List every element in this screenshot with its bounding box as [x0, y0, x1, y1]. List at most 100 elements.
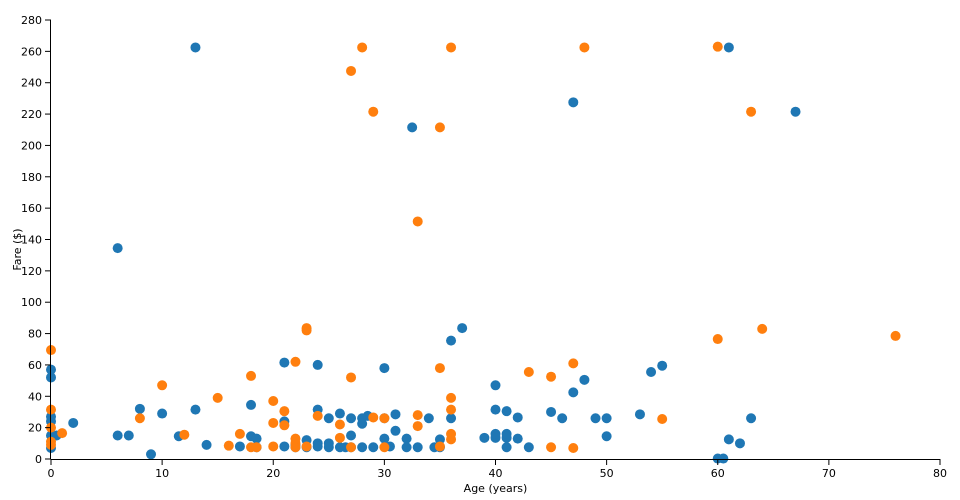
data-point: [579, 42, 590, 53]
data-point: [412, 421, 423, 432]
x-axis-ticks: 0 10 20 30 40 50 60 70 80: [48, 459, 947, 480]
data-point: [312, 359, 323, 370]
data-point: [123, 430, 134, 441]
data-point: [434, 441, 445, 452]
data-point: [407, 122, 418, 133]
data-point: [279, 406, 290, 417]
y-tick-label: 120: [21, 265, 42, 278]
y-tick-label: 60: [28, 359, 42, 372]
data-point: [346, 430, 357, 441]
data-point: [446, 392, 457, 403]
data-point: [251, 433, 262, 444]
data-point: [568, 97, 579, 108]
y-tick-label: 100: [21, 296, 42, 309]
data-point: [357, 418, 368, 429]
data-point: [346, 65, 357, 76]
data-point: [379, 433, 390, 444]
data-point: [401, 433, 412, 444]
data-point: [346, 372, 357, 383]
y-axis: 020406080100120140160180200220240260280 …: [11, 14, 51, 466]
data-point: [712, 334, 723, 345]
data-point: [512, 433, 523, 444]
data-point: [357, 42, 368, 53]
data-point: [523, 442, 534, 453]
data-point: [557, 413, 568, 424]
data-point: [546, 406, 557, 417]
data-point: [112, 243, 123, 254]
data-point: [279, 441, 290, 452]
data-point: [434, 122, 445, 133]
y-axis-label: Fare ($): [11, 228, 24, 270]
data-point: [512, 412, 523, 423]
data-point: [657, 360, 668, 371]
x-tick-label: 10: [155, 467, 169, 480]
data-point: [234, 428, 245, 439]
data-point: [368, 412, 379, 423]
x-tick-label: 80: [933, 467, 947, 480]
data-point: [334, 432, 345, 443]
data-point: [890, 330, 901, 341]
x-tick-label: 70: [822, 467, 836, 480]
data-point: [368, 442, 379, 453]
data-point: [790, 106, 801, 117]
data-point: [134, 403, 145, 414]
scatter-points: [46, 41, 901, 464]
data-point: [246, 399, 257, 410]
data-point: [234, 441, 245, 452]
data-point: [434, 434, 445, 445]
data-point: [201, 439, 212, 450]
data-point: [746, 413, 757, 424]
data-point: [412, 410, 423, 421]
data-point: [546, 442, 557, 453]
data-point: [723, 434, 734, 445]
data-point: [357, 442, 368, 453]
data-point: [601, 431, 612, 442]
y-tick-label: 0: [35, 453, 42, 466]
data-point: [723, 42, 734, 53]
data-point: [490, 404, 501, 415]
data-point: [112, 430, 123, 441]
data-point: [251, 442, 262, 453]
data-point: [590, 413, 601, 424]
y-tick-label: 200: [21, 139, 42, 152]
data-point: [757, 323, 768, 334]
data-point: [157, 380, 168, 391]
data-point: [379, 413, 390, 424]
data-point: [446, 42, 457, 53]
x-axis-label: Age (years): [464, 482, 528, 495]
x-tick-label: 50: [600, 467, 614, 480]
data-point: [501, 442, 512, 453]
data-point: [446, 404, 457, 415]
data-point: [501, 428, 512, 439]
data-point: [146, 449, 157, 460]
data-point: [379, 363, 390, 374]
x-axis: 0 10 20 30 40 50 60 70 80 Age (years): [48, 459, 947, 495]
data-point: [334, 419, 345, 430]
data-point: [568, 387, 579, 398]
data-point: [157, 408, 168, 419]
y-tick-label: 260: [21, 45, 42, 58]
data-point: [279, 357, 290, 368]
data-point: [290, 442, 301, 453]
data-point: [434, 363, 445, 374]
data-point: [368, 106, 379, 117]
data-point: [712, 41, 723, 52]
data-point: [446, 428, 457, 439]
data-point: [268, 441, 279, 452]
data-point: [268, 417, 279, 428]
data-point: [290, 433, 301, 444]
data-point: [479, 432, 490, 443]
data-point: [412, 442, 423, 453]
data-point: [412, 216, 423, 227]
data-point: [68, 417, 79, 428]
data-point: [246, 370, 257, 381]
data-point: [312, 410, 323, 421]
y-tick-label: 220: [21, 108, 42, 121]
data-point: [379, 442, 390, 453]
data-point: [579, 374, 590, 385]
data-point: [490, 380, 501, 391]
data-point: [390, 425, 401, 436]
data-point: [179, 429, 190, 440]
data-point: [323, 442, 334, 453]
